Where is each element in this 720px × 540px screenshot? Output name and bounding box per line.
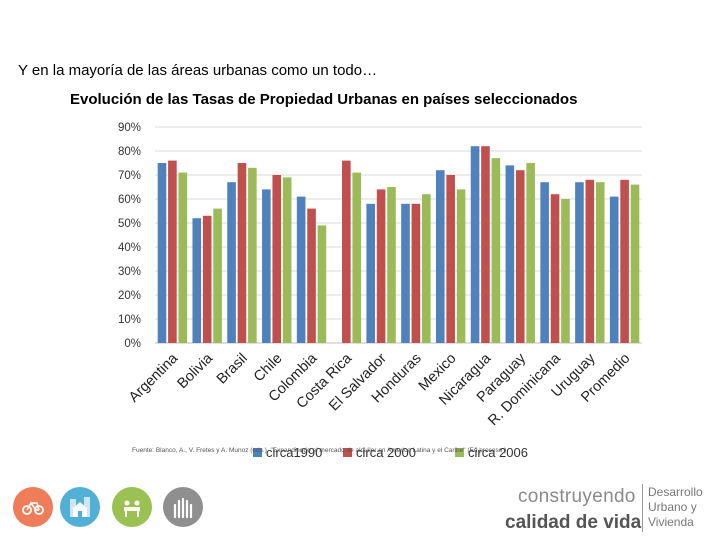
x-tick-label: Brasil (214, 351, 251, 388)
hands-icon (173, 497, 193, 519)
source-note: Fuente: Blanco, A., V. Fretes y A. Munoz… (132, 447, 507, 454)
bar-promedio-1 (620, 179, 629, 343)
brand-calidad: calidad de vida (505, 512, 642, 533)
bar-nicaragua-0 (470, 146, 480, 343)
bar-el-salvador-0 (366, 203, 376, 343)
gridlines (155, 126, 642, 344)
legend-label: circa 2000 (356, 445, 416, 460)
y-tick-label: 10% (118, 314, 141, 326)
brand-divider (642, 484, 643, 532)
bicycle-logo (13, 487, 53, 527)
bar-argentina-2 (178, 172, 188, 343)
bar-mexico-1 (446, 175, 455, 343)
brand-side-text: Desarrollo Urbano y Vivienda (648, 485, 703, 530)
bar-bolivia-1 (202, 215, 212, 343)
bar-r-dominicana-1 (550, 194, 560, 343)
bar-paraguay-2 (526, 163, 535, 343)
bar-chile-0 (262, 189, 271, 343)
people-icon (124, 500, 140, 517)
brand-construyendo: construyendo (518, 486, 636, 507)
bar-paraguay-1 (515, 170, 525, 343)
city-logo (60, 487, 100, 527)
bar-brasil-1 (237, 163, 247, 343)
bar-mexico-2 (456, 189, 466, 343)
chart-title: Evolución de las Tasas de Propiedad Urba… (70, 91, 578, 108)
legend-label: circa 2006 (468, 445, 528, 460)
bar-costa-rica-1 (342, 160, 351, 343)
bar-costa-rica-2 (352, 172, 362, 343)
y-tick-label: 50% (118, 218, 141, 230)
community-logo (112, 487, 152, 527)
y-axis-ticks: 0% 10% 20% 30% 40% 50% 60% 70% 80% 90% (118, 122, 141, 350)
bar-chile-1 (272, 175, 282, 343)
legend-label: circa1990 (266, 445, 322, 460)
y-tick-label: 80% (118, 146, 141, 158)
bar-mexico-0 (435, 170, 445, 343)
bar-brasil-0 (227, 182, 236, 343)
legend-swatch (253, 448, 262, 457)
bar-honduras-0 (401, 203, 410, 343)
bar-r-dominicana-2 (561, 199, 570, 343)
y-tick-label: 20% (118, 290, 141, 302)
legend-swatch (343, 448, 352, 457)
y-tick-label: 90% (118, 122, 141, 134)
x-tick-label: Argentina (126, 350, 182, 406)
bar-nicaragua-2 (491, 158, 501, 343)
bar-brasil-2 (248, 167, 257, 343)
bar-colombia-0 (296, 196, 306, 343)
bicycle-icon (22, 501, 44, 515)
y-tick-label: 0% (124, 338, 141, 350)
bar-argentina-1 (168, 160, 177, 343)
bar-uruguay-1 (585, 179, 595, 343)
bars (157, 146, 640, 343)
bar-argentina-0 (157, 163, 167, 343)
bar-bolivia-0 (192, 218, 202, 343)
bar-nicaragua-1 (481, 146, 490, 343)
brand-side-line: Desarrollo (648, 485, 703, 499)
bar-uruguay-0 (575, 182, 584, 343)
y-tick-label: 70% (118, 170, 141, 182)
bar-el-salvador-1 (376, 189, 386, 343)
y-tick-label: 40% (118, 242, 141, 254)
bar-el-salvador-2 (387, 187, 396, 343)
brand-side-line: Urbano y (648, 500, 697, 514)
bar-promedio-0 (609, 196, 619, 343)
bar-bolivia-2 (213, 208, 222, 343)
brand-side-line: Vivienda (648, 515, 694, 529)
bar-r-dominicana-0 (540, 182, 549, 343)
legend-swatch (455, 448, 464, 457)
bar-paraguay-0 (505, 165, 515, 343)
building-icon (70, 497, 90, 517)
bar-chile-2 (282, 177, 292, 343)
bar-uruguay-2 (595, 182, 605, 343)
bar-colombia-2 (317, 225, 327, 343)
intro-text: Y en la mayoría de las áreas urbanas com… (18, 62, 378, 79)
legend: circa1990 circa 2000 circa 2006 (253, 445, 528, 460)
participation-logo (163, 487, 203, 527)
bar-honduras-1 (411, 203, 421, 343)
bar-colombia-1 (307, 208, 316, 343)
x-tick-label: Bolivia (174, 350, 216, 392)
bar-promedio-2 (630, 184, 640, 343)
bar-honduras-2 (421, 194, 431, 343)
y-tick-label: 60% (118, 194, 141, 206)
bar-chart: 0%10%20%30%40%50%60%70%80%90% ArgentinaB… (118, 122, 642, 460)
y-tick-label: 30% (118, 266, 141, 278)
